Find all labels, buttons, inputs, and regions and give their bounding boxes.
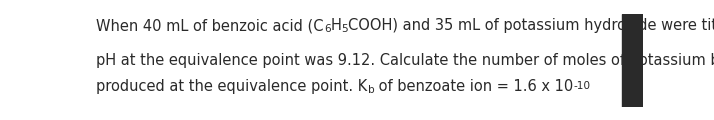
Text: b: b: [368, 85, 374, 95]
Text: 5: 5: [341, 24, 348, 34]
Text: H: H: [331, 18, 341, 33]
Bar: [622, 14, 643, 107]
Text: 6: 6: [324, 24, 331, 34]
Text: When 40 mL of benzoic acid (C: When 40 mL of benzoic acid (C: [96, 18, 324, 33]
Text: of benzoate ion = 1.6 x 10: of benzoate ion = 1.6 x 10: [374, 79, 573, 94]
Text: pH at the equivalence point was 9.12. Calculate the number of moles of potassium: pH at the equivalence point was 9.12. Ca…: [96, 53, 714, 68]
Text: -10: -10: [573, 81, 590, 91]
Text: COOH) and 35 mL of potassium hydroxide were titrated, the: COOH) and 35 mL of potassium hydroxide w…: [348, 18, 714, 33]
Text: produced at the equivalence point. K: produced at the equivalence point. K: [96, 79, 368, 94]
